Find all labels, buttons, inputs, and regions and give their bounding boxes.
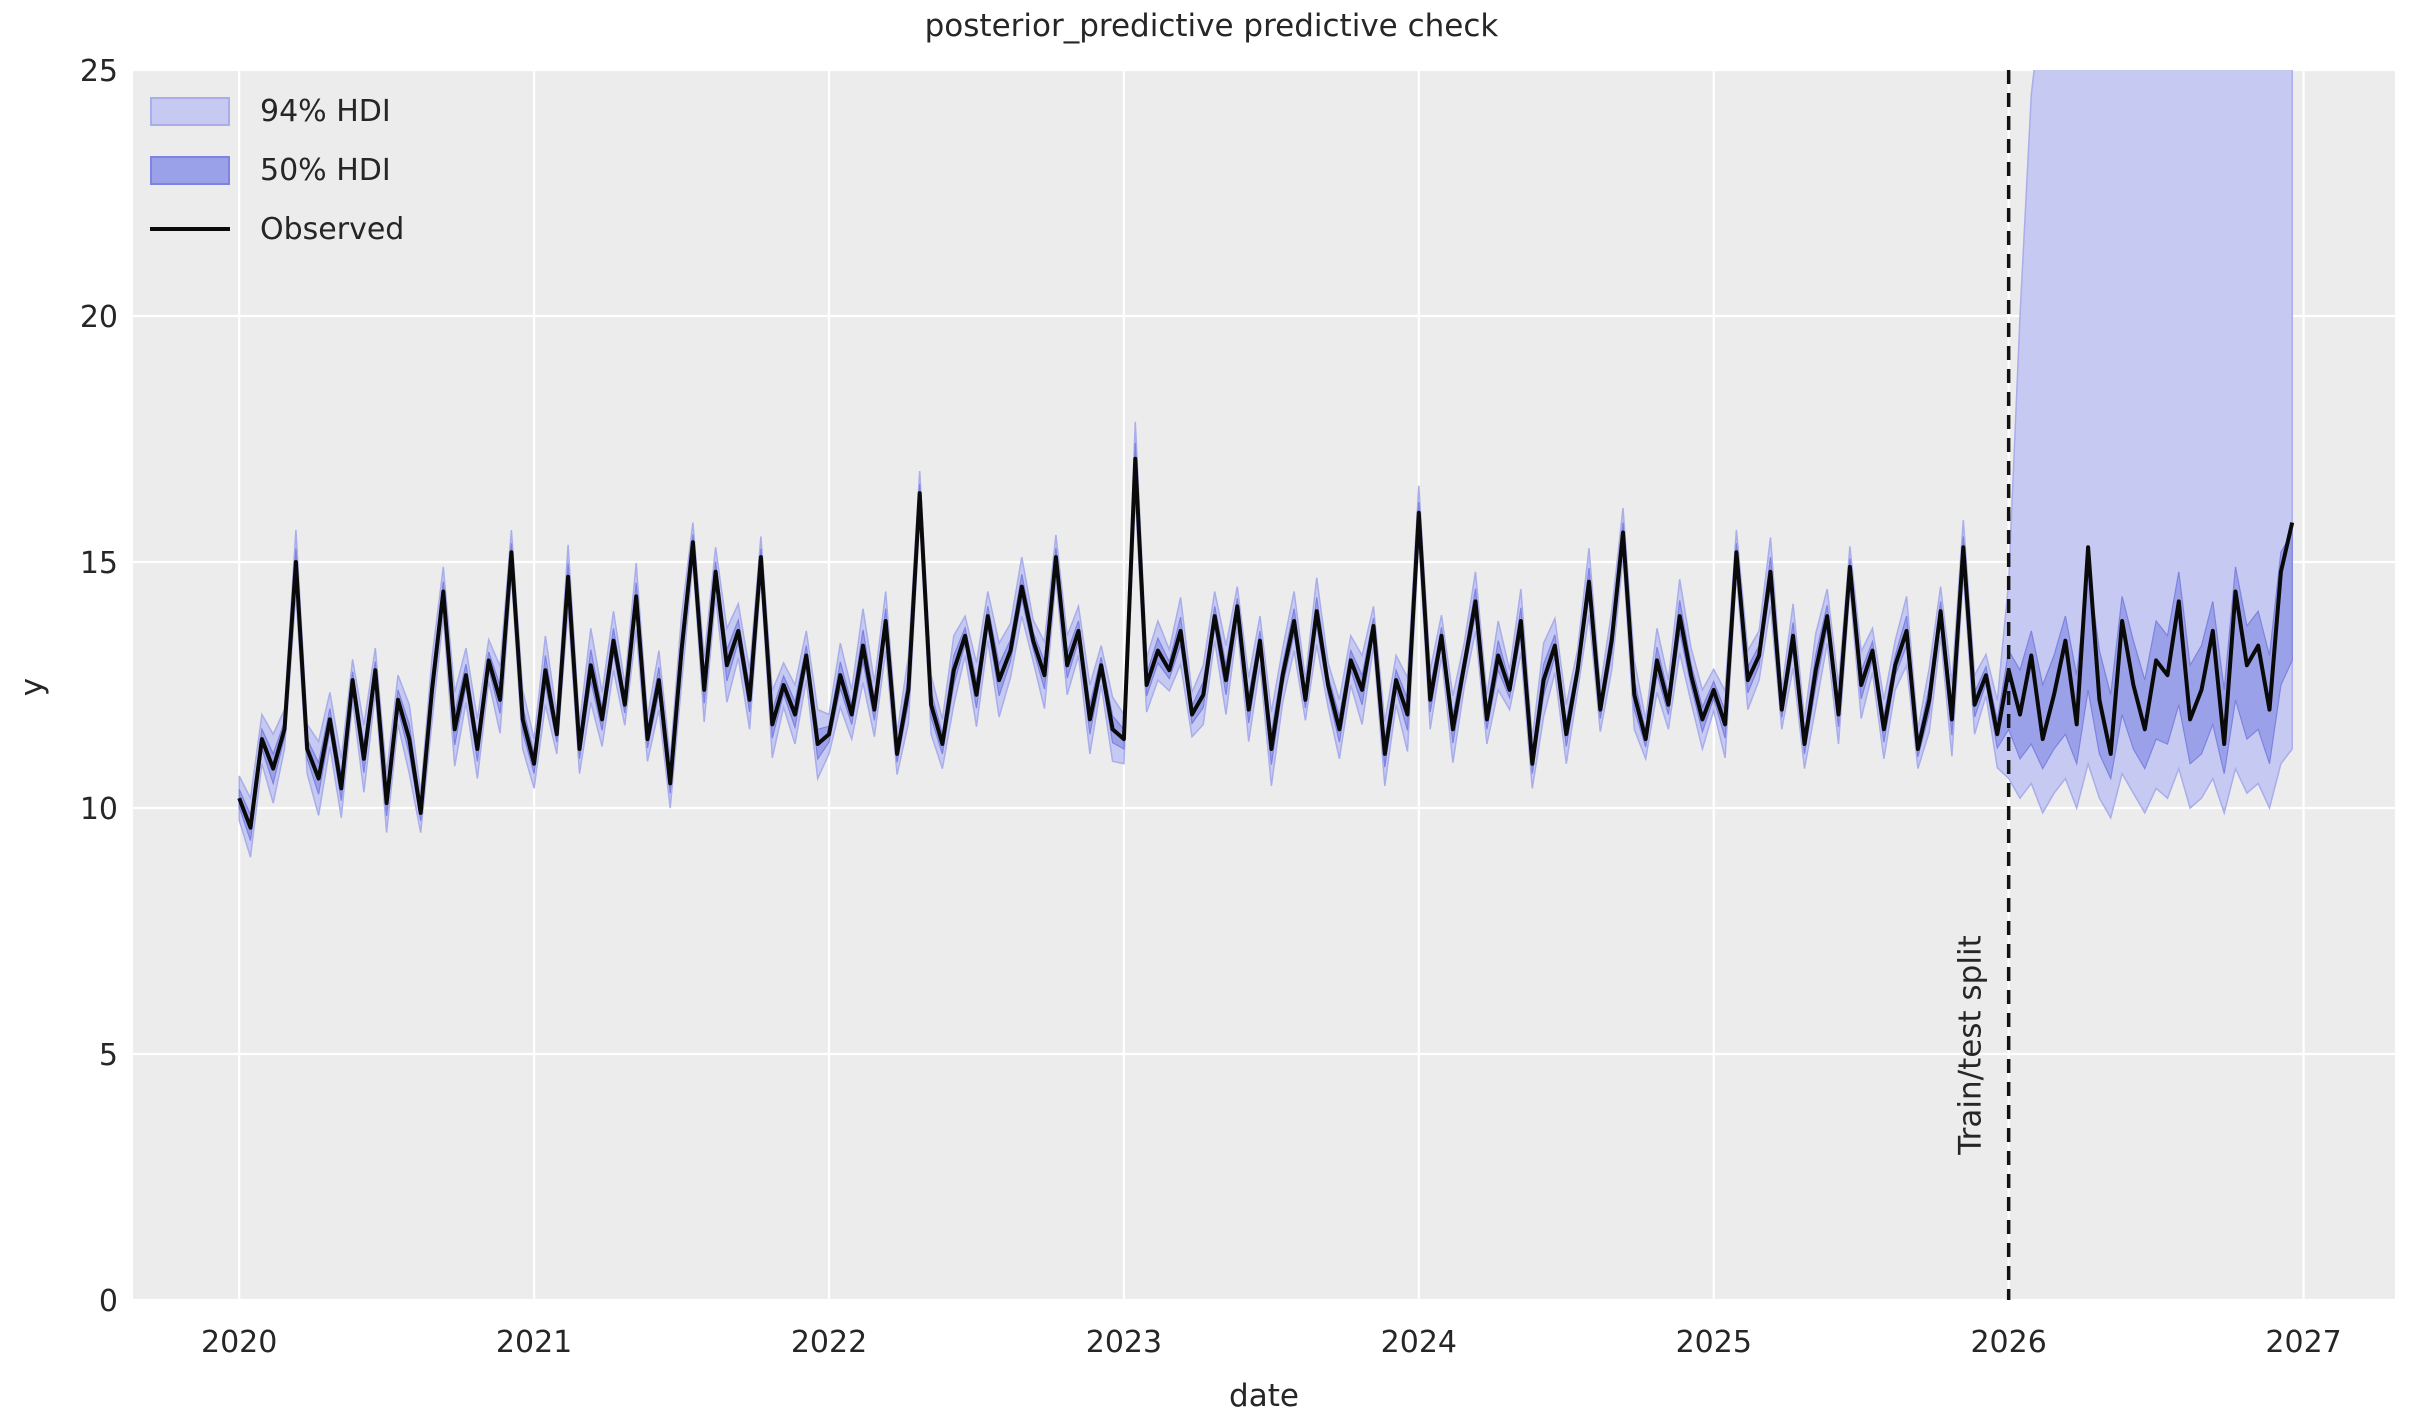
svg-text:0: 0	[99, 1284, 118, 1319]
svg-text:5: 5	[99, 1038, 118, 1073]
hdi94-swatch	[150, 96, 230, 126]
legend: 94% HDI 50% HDI Observed	[150, 90, 404, 250]
legend-item-hdi50: 50% HDI	[150, 149, 404, 191]
svg-text:2020: 2020	[201, 1325, 277, 1360]
svg-text:2025: 2025	[1676, 1325, 1752, 1360]
svg-text:20: 20	[80, 300, 118, 335]
observed-line-sample	[150, 227, 230, 231]
legend-item-hdi94: 94% HDI	[150, 90, 404, 132]
y-axis-label: y	[14, 677, 50, 697]
x-tick-labels: 2020 2021 2022 2023 2024 2025 2026 2027	[201, 1325, 2342, 1360]
legend-label-hdi50: 50% HDI	[260, 152, 391, 188]
svg-text:2022: 2022	[791, 1325, 867, 1360]
train-test-split-label: Train/test split	[1953, 935, 1989, 1155]
hdi50-swatch	[150, 155, 230, 185]
svg-text:2021: 2021	[496, 1325, 572, 1360]
svg-text:25: 25	[80, 54, 118, 89]
x-axis-label: date	[1229, 1378, 1299, 1414]
svg-text:2024: 2024	[1381, 1325, 1457, 1360]
legend-item-observed: Observed	[150, 208, 404, 250]
svg-text:2026: 2026	[1970, 1325, 2046, 1360]
svg-text:2023: 2023	[1086, 1325, 1162, 1360]
chart-title: posterior_predictive predictive check	[924, 8, 1499, 44]
gridlines	[133, 68, 2395, 1302]
observed-line	[237, 456, 2295, 830]
legend-label-hdi94: 94% HDI	[260, 93, 391, 129]
svg-text:15: 15	[80, 546, 118, 581]
svg-text:10: 10	[80, 792, 118, 827]
svg-text:2027: 2027	[2265, 1325, 2341, 1360]
y-tick-labels: 0 5 10 15 20 25	[80, 54, 118, 1319]
legend-label-observed: Observed	[260, 211, 405, 247]
